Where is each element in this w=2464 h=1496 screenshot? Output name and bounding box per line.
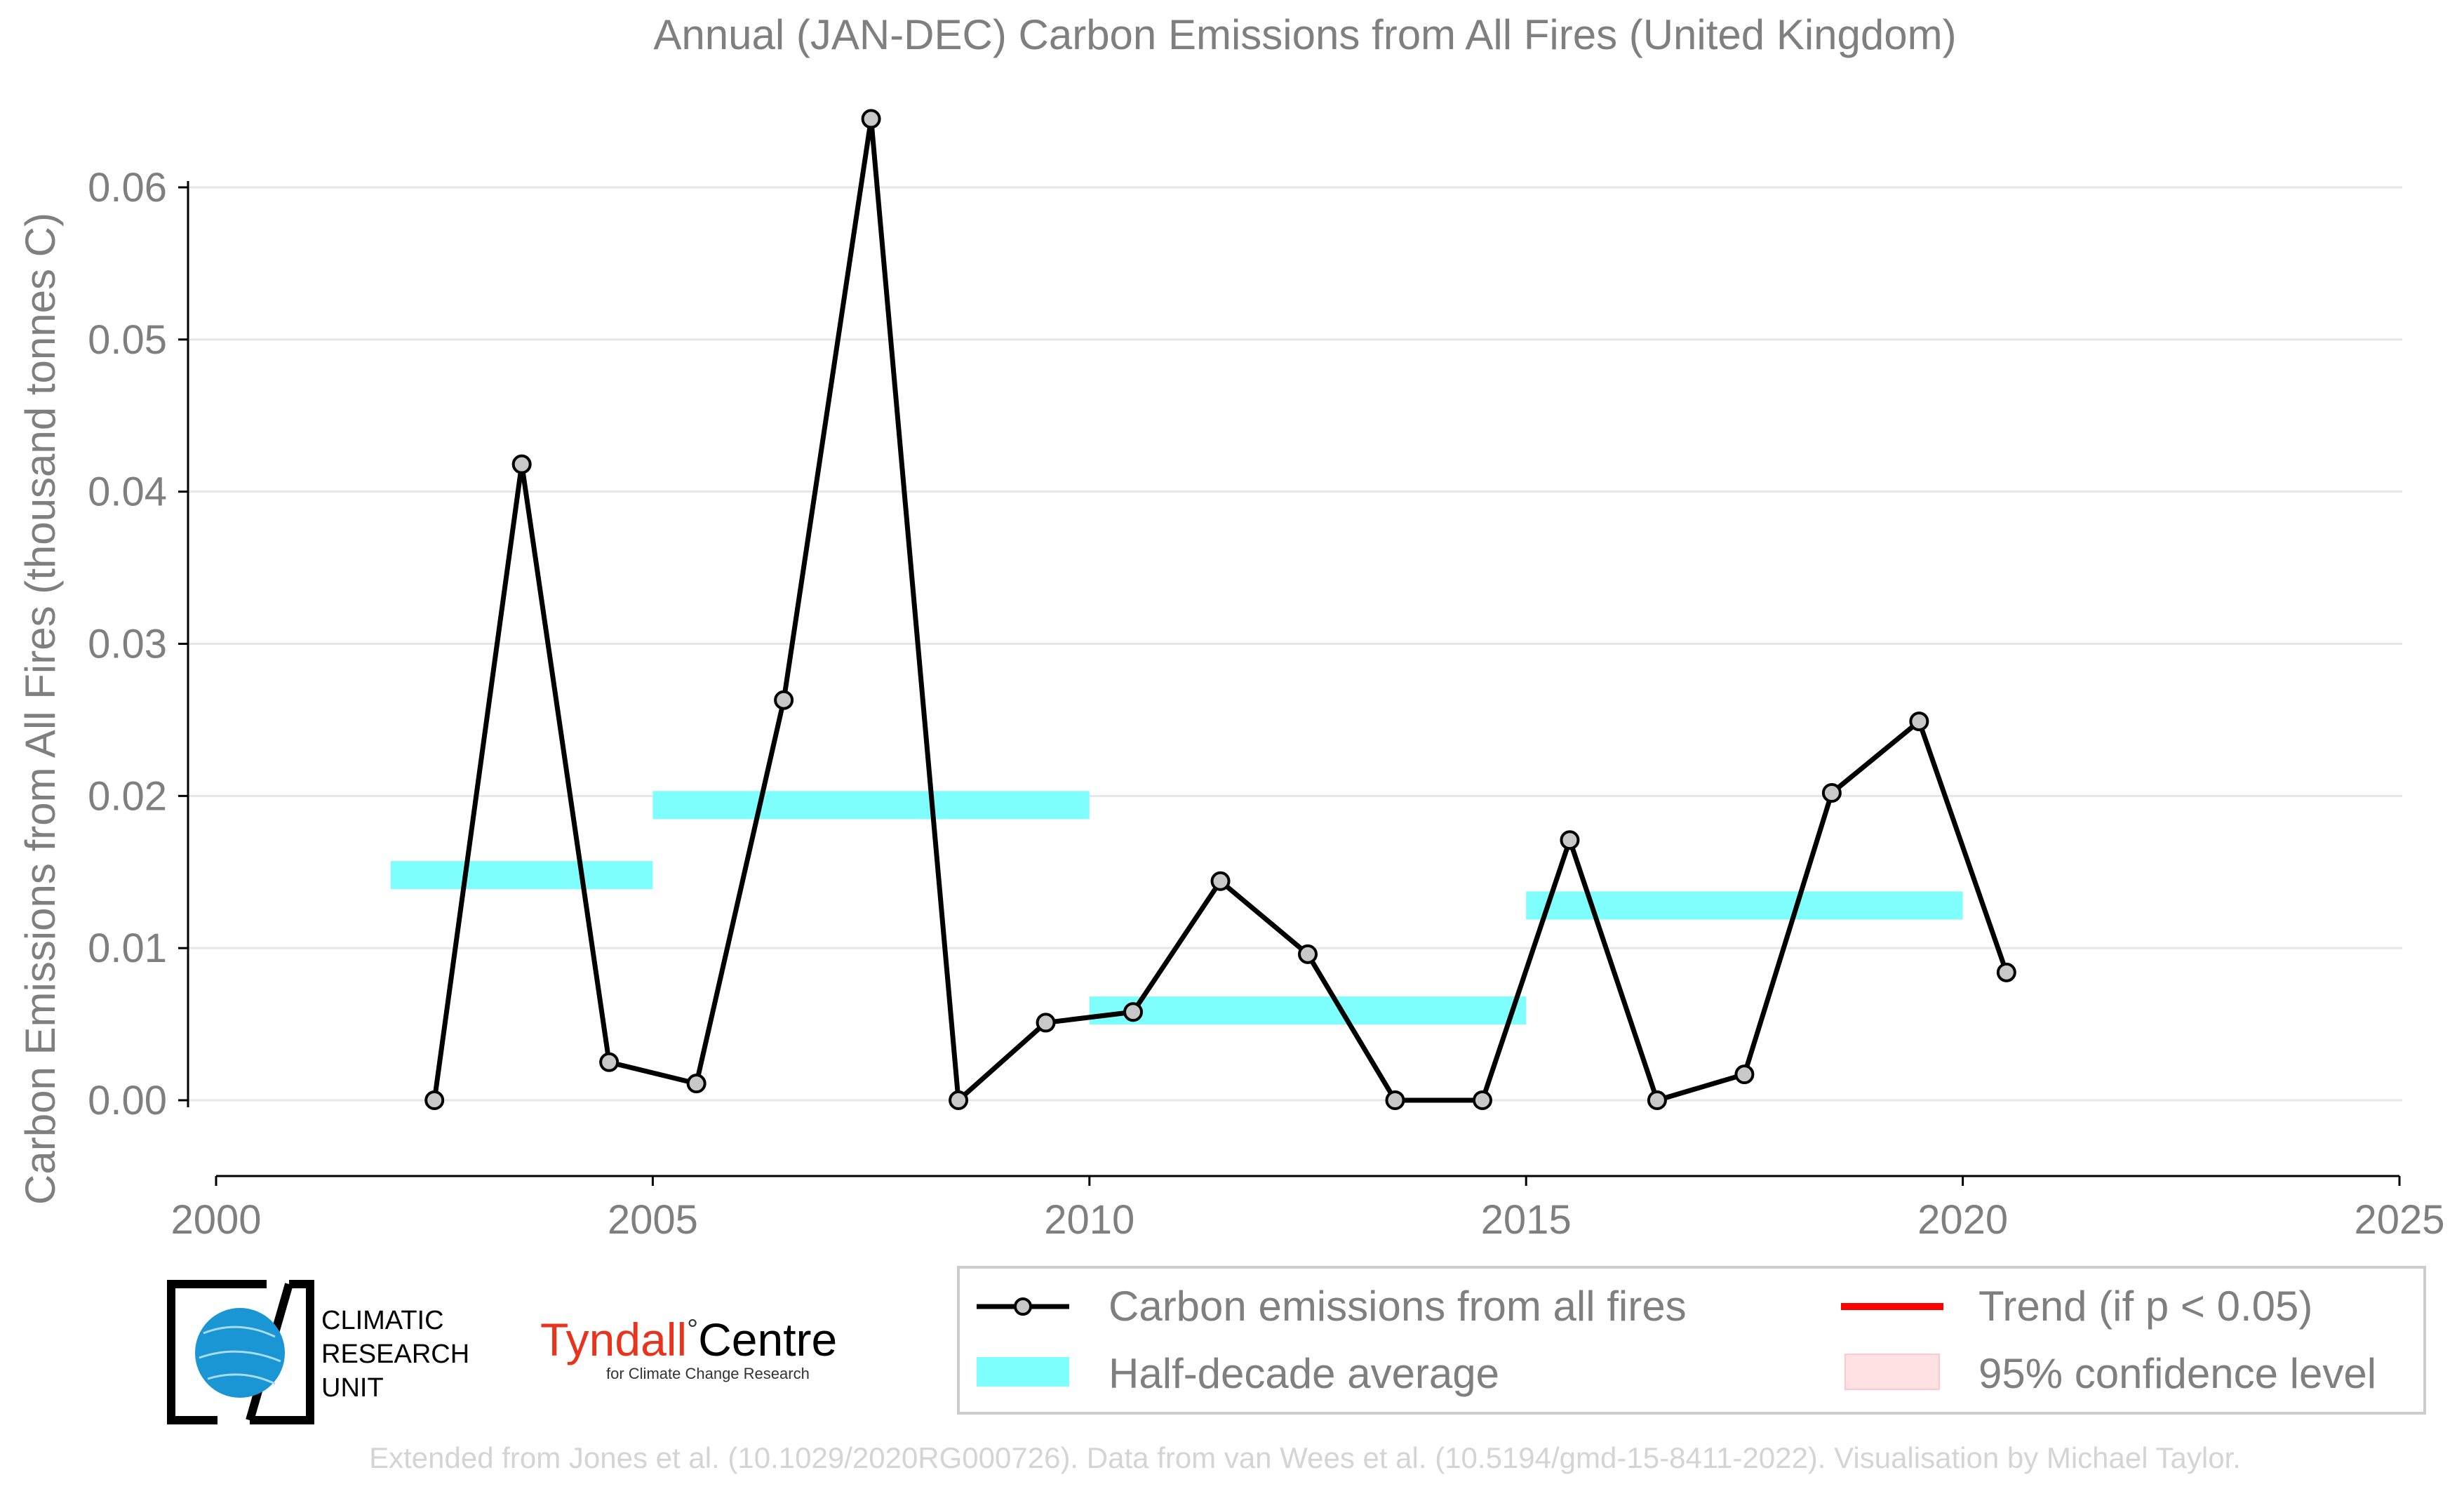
x-tick-label: 2010 (1044, 1197, 1134, 1243)
data-point (774, 690, 794, 710)
data-point (1036, 1013, 1056, 1033)
data-point (861, 109, 881, 129)
y-axis-label: Carbon Emissions from All Fires (thousan… (17, 213, 64, 1205)
data-point (686, 1074, 707, 1094)
x-tick-label: 2000 (170, 1197, 261, 1243)
tyndall-centre: Centre (698, 1314, 837, 1365)
cru-globe-contours (199, 1325, 281, 1385)
y-tick-label: 0.06 (88, 165, 167, 211)
x-tick-label: 2015 (1481, 1197, 1572, 1243)
half-decade-band (652, 791, 1090, 820)
footer-credit: Extended from Jones et al. (10.1029/2020… (369, 1441, 2241, 1474)
y-tick-label: 0.01 (88, 926, 167, 971)
legend-frame (957, 1266, 2426, 1415)
half-decade-band (1089, 996, 1527, 1025)
cru-globe-icon (195, 1308, 285, 1398)
data-point (1909, 712, 1929, 732)
half-decade-band (1526, 891, 1963, 920)
data-point (511, 454, 532, 474)
emissions-series (424, 109, 2016, 1110)
data-point (1123, 1002, 1144, 1022)
data-point (1472, 1090, 1492, 1110)
tyndall-wordmark: Tyndall°Centre (540, 1314, 837, 1365)
emissions-line (431, 116, 2009, 1103)
cru-line-3: UNIT (321, 1373, 384, 1403)
grid-lines (188, 186, 2402, 1102)
axes: 0.00 0.01 0.02 0.03 0.04 0.05 0.06 2000 2005 2010… (88, 165, 2444, 1243)
data-point (1385, 1090, 1405, 1110)
tyndall-main: Tyndall (540, 1314, 687, 1365)
cru-line-2: RESEARCH (321, 1340, 469, 1369)
x-tick-label: 2025 (2354, 1197, 2444, 1243)
tyndall-subtitle: for Climate Change Research (606, 1365, 810, 1382)
data-point (1821, 782, 1842, 803)
cru-logo-frame (167, 1280, 314, 1424)
tyndall-degree: ° (687, 1314, 698, 1345)
data-point (1734, 1064, 1755, 1085)
legend-marker-sample (1014, 1297, 1032, 1316)
data-point (1560, 830, 1580, 850)
half-decade-bands (390, 791, 1963, 1025)
data-point (424, 1090, 445, 1110)
legend: Carbon emissions from all fires Trend (i… (957, 1266, 2426, 1415)
legend-label-emissions: Carbon emissions from all fires (1109, 1283, 1687, 1330)
data-point (949, 1090, 969, 1110)
data-point (1298, 944, 1318, 964)
y-tick-label: 0.00 (88, 1078, 167, 1123)
chart-title: Annual (JAN-DEC) Carbon Emissions from A… (653, 11, 1956, 58)
cru-logo: CLIMATIC RESEARCH UNIT (167, 1280, 469, 1424)
y-tick-label: 0.03 (88, 622, 167, 667)
data-point (1210, 871, 1231, 891)
x-tick-label: 2005 (608, 1197, 698, 1243)
legend-label-half-decade: Half-decade average (1109, 1350, 1499, 1397)
legend-band-sample (977, 1357, 1069, 1387)
legend-label-trend: Trend (if p < 0.05) (1978, 1283, 2312, 1330)
tyndall-logo: Tyndall°Centre for Climate Change Resear… (540, 1314, 837, 1382)
data-point (1647, 1090, 1667, 1110)
legend-label-confidence: 95% confidence level (1978, 1350, 2376, 1397)
data-point (599, 1052, 620, 1072)
cru-line-1: CLIMATIC (321, 1306, 444, 1335)
y-tick-label: 0.02 (88, 773, 167, 819)
y-tick-label: 0.04 (88, 469, 167, 515)
data-point (1996, 962, 2016, 982)
y-tick-label: 0.05 (88, 317, 167, 363)
half-decade-band (390, 861, 653, 890)
legend-confidence-sample (1844, 1354, 1940, 1390)
x-tick-label: 2020 (1917, 1197, 2008, 1243)
